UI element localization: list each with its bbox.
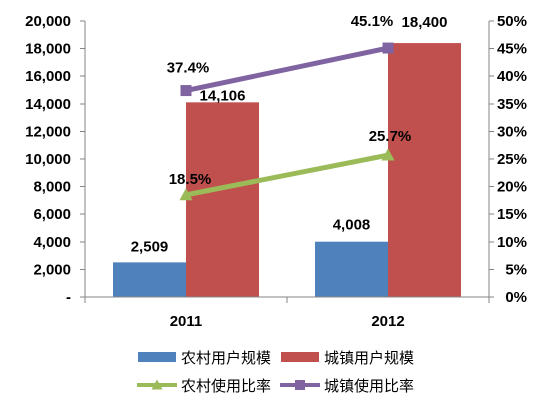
y-right-tick-label-7: 35% bbox=[497, 96, 527, 113]
bar-series bbox=[113, 43, 461, 298]
y-right-tick-label-10: 50% bbox=[497, 13, 527, 30]
legend-key-rural-users bbox=[138, 352, 176, 362]
legend-key-rural-usage-rate bbox=[137, 379, 177, 390]
y-left-tick-label-0: - bbox=[66, 289, 71, 306]
y-left-tick-label-6: 12,000 bbox=[25, 123, 71, 140]
legend-marker-urban-usage-rate bbox=[295, 380, 305, 390]
legend-label-rural-users: 农村用户规模 bbox=[181, 349, 272, 367]
y-left-tick-label-1: 2,000 bbox=[33, 261, 71, 278]
legend-swatch-rural-users bbox=[138, 352, 176, 362]
legend-item-urban-usage-rate: 城镇使用比率 bbox=[280, 375, 420, 395]
y-left-tick-label-7: 14,000 bbox=[25, 96, 71, 113]
y-left-tick-label-5: 10,000 bbox=[25, 151, 71, 168]
legend-item-rural-users: 农村用户规模 bbox=[137, 347, 280, 367]
y-left-tick-label-2: 4,000 bbox=[33, 234, 71, 251]
chart-legend: 农村用户规模 城镇用户规模 农村使用比率 城镇使用比率 bbox=[137, 347, 420, 395]
legend-key-urban-users bbox=[281, 352, 319, 362]
data-labels: 2,509 4,008 14,106 18,400 18.5% 25.7% 37.4% 45.… bbox=[131, 13, 448, 255]
data-label-urban-usage-rate-2012: 45.1% bbox=[351, 13, 394, 30]
data-label-rural-users-2012: 4,008 bbox=[333, 217, 371, 234]
y-right-tick-label-5: 25% bbox=[497, 151, 527, 168]
legend-label-urban-usage-rate: 城镇使用比率 bbox=[324, 377, 415, 395]
data-label-rural-usage-rate-2012: 25.7% bbox=[369, 128, 412, 145]
data-label-urban-users-2012: 18,400 bbox=[402, 14, 448, 31]
x-tick-label-2011: 2011 bbox=[170, 313, 203, 330]
y-right-tick-label-6: 30% bbox=[497, 123, 527, 140]
line-series bbox=[179, 42, 395, 201]
legend-label-urban-users: 城镇用户规模 bbox=[324, 349, 415, 367]
y-right-tick-label-2: 10% bbox=[497, 234, 527, 251]
y-right-tick-label-3: 15% bbox=[497, 206, 527, 223]
legend-key-urban-usage-rate bbox=[280, 380, 320, 390]
y-right-tick-label-1: 5% bbox=[505, 261, 527, 278]
bar-rural-users-2011 bbox=[113, 262, 186, 297]
tick-labels: - 2,000 4,000 6,000 8,000 10,000 12,000 14,000 1… bbox=[25, 13, 527, 330]
legend-swatch-urban-users bbox=[281, 352, 319, 362]
y-right-tick-label-8: 40% bbox=[497, 68, 527, 85]
data-label-rural-usage-rate-2011: 18.5% bbox=[169, 171, 212, 188]
bar-urban-users-2012 bbox=[388, 43, 461, 297]
y-left-tick-label-8: 16,000 bbox=[25, 68, 71, 85]
y-left-tick-label-10: 20,000 bbox=[25, 13, 71, 30]
marker-rural-usage-rate-2012 bbox=[381, 148, 395, 161]
data-label-urban-users-2011: 14,106 bbox=[200, 87, 246, 104]
marker-urban-usage-rate-2012 bbox=[382, 42, 394, 54]
y-right-tick-label-9: 45% bbox=[497, 41, 527, 58]
marker-urban-usage-rate-2011 bbox=[180, 85, 192, 97]
legend-item-urban-users: 城镇用户规模 bbox=[280, 347, 420, 367]
y-right-tick-label-4: 20% bbox=[497, 179, 527, 196]
bar-urban-users-2011 bbox=[186, 102, 259, 298]
y-left-tick-label-4: 8,000 bbox=[33, 179, 71, 196]
axes bbox=[80, 20, 494, 303]
y-right-tick-label-0: 0% bbox=[505, 289, 527, 306]
line-rural-usage-rate bbox=[183, 152, 391, 198]
bar-rural-users-2012 bbox=[315, 241, 388, 297]
line-urban-usage-rate bbox=[183, 45, 391, 94]
marker-rural-usage-rate-2011 bbox=[179, 188, 193, 201]
data-label-rural-users-2011: 2,509 bbox=[131, 238, 169, 255]
legend-marker-rural-usage-rate bbox=[151, 379, 163, 390]
x-tick-label-2012: 2012 bbox=[371, 313, 404, 330]
data-label-urban-usage-rate-2011: 37.4% bbox=[167, 60, 210, 77]
y-left-tick-label-9: 18,000 bbox=[25, 41, 71, 58]
y-left-tick-label-3: 6,000 bbox=[33, 206, 71, 223]
legend-item-rural-usage-rate: 农村使用比率 bbox=[137, 375, 280, 395]
legend-label-rural-usage-rate: 农村使用比率 bbox=[181, 377, 272, 395]
